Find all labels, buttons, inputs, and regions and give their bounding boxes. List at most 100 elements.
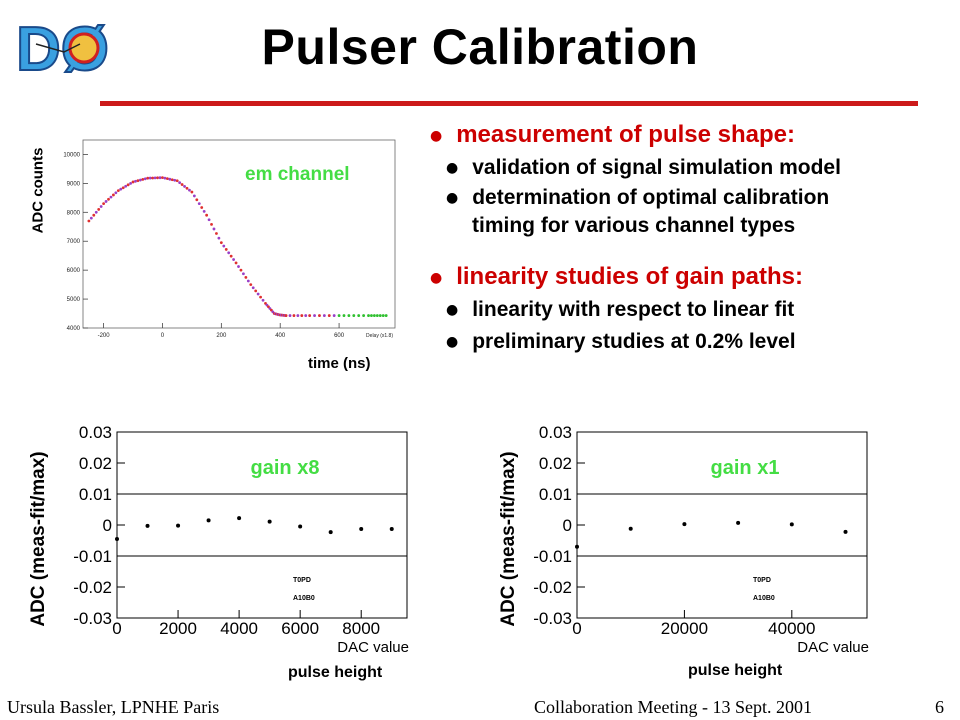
lin-ytick-label: -0.01: [73, 547, 112, 566]
lin-data-point: [359, 527, 364, 532]
pulse-data-point: [244, 275, 248, 279]
pulse-data-point: [372, 314, 376, 317]
lin-chart-title: gain x8: [251, 457, 320, 479]
bullet-dot-icon: ●: [446, 334, 459, 351]
pulse-chart-ylabel: ADC counts: [29, 147, 47, 234]
bullet-dot-icon: ●: [430, 269, 443, 286]
gain1-chart: -0.03 -0.02 -0.01 0 0.01 0.02 0.03 0 20000 40000D…: [533, 423, 869, 656]
pulse-data-point: [163, 176, 167, 180]
pulse-data-point: [116, 189, 120, 193]
pulse-ytick-label: 7000: [67, 239, 81, 245]
lin-ytick-label: -0.02: [533, 578, 572, 597]
lin-ytick-label: -0.02: [73, 578, 112, 597]
bullet-dot-icon: ●: [446, 190, 459, 207]
pulse-plot-frame: [82, 139, 396, 329]
pulse-data-point: [178, 181, 182, 185]
pulse-data-point: [183, 185, 186, 188]
pulse-axis-title: Delay (x1.8): [366, 333, 393, 339]
pulse-data-point: [158, 176, 162, 180]
lin-ytick-label: 0: [103, 516, 112, 535]
gain8-chart-ylabel: ADC (meas-fit/max): [28, 451, 49, 627]
pulse-ytick-label: 9000: [67, 181, 81, 187]
pulse-data-point: [197, 202, 201, 206]
gain8-chart-caption: pulse height: [288, 664, 383, 681]
pulse-data-point: [190, 190, 194, 194]
pulse-data-point: [138, 178, 142, 182]
pulse-data-point: [195, 198, 199, 202]
slide-title: Pulser Calibration: [261, 19, 699, 75]
pulse-data-point: [362, 314, 366, 317]
pulse-data-point: [249, 283, 253, 287]
pulse-data-point: [217, 236, 221, 240]
pulse-data-point: [288, 314, 292, 317]
pulse-data-point: [308, 314, 312, 317]
pulse-data-point: [188, 188, 191, 192]
pulse-data-point: [318, 314, 321, 317]
pulse-data-point: [222, 244, 226, 248]
pulse-data-point: [161, 176, 164, 179]
pulse-data-point: [239, 268, 243, 272]
pulse-data-point: [296, 314, 300, 317]
pulse-data-point: [129, 181, 132, 185]
lin-data-point: [736, 520, 741, 525]
lin-tag-label: T0PD: [293, 577, 311, 584]
lin-data-point: [298, 524, 303, 529]
pulse-data-point: [89, 216, 93, 220]
lin-data-point: [389, 527, 394, 532]
lin-data-point: [115, 536, 119, 541]
sub-bullet-text: validation of signal simulation model: [472, 156, 841, 179]
pulse-xtick-label: -200: [98, 333, 111, 339]
bullet-text: measurement of pulse shape:: [456, 121, 795, 148]
pulse-data-point: [347, 314, 351, 317]
pulse-data-point: [146, 176, 150, 180]
lin-data-point: [328, 530, 333, 535]
pulse-data-point: [173, 178, 177, 182]
pulse-data-point: [254, 289, 258, 293]
pulse-data-point: [104, 200, 108, 203]
title-underline: [100, 101, 918, 106]
footer-page-number: 6: [935, 697, 944, 717]
pulse-data-point: [124, 184, 128, 188]
pulse-data-point: [284, 314, 288, 317]
pulse-data-point: [332, 314, 336, 317]
lin-xtick-label: 0: [572, 619, 581, 638]
lin-ytick-label: -0.03: [533, 609, 572, 628]
pulse-data-point: [246, 279, 250, 283]
bullet-linearity: ● linearity studies of gain paths:: [430, 263, 803, 291]
bullet-pulse-shape: ● measurement of pulse shape:: [430, 121, 795, 149]
lin-ytick-label: 0.01: [79, 485, 112, 504]
lin-tag-label: A10B0: [293, 595, 315, 602]
pulse-data-point: [237, 265, 240, 268]
sub-bullet: ● validation of signal simulation model: [446, 156, 841, 180]
pulse-data-point: [322, 314, 326, 317]
lin-data-point: [206, 518, 211, 523]
lin-ytick-label: 0.03: [79, 423, 112, 442]
pulse-data-point: [175, 179, 179, 183]
lin-xtick-label: 0: [112, 619, 121, 638]
lin-chart-title: gain x1: [711, 457, 780, 479]
bullet-text: linearity studies of gain paths:: [456, 263, 803, 290]
lin-ytick-label: -0.03: [73, 609, 112, 628]
bullet-dot-icon: ●: [430, 127, 443, 144]
pulse-data-point: [156, 176, 159, 180]
pulse-data-point: [232, 258, 236, 261]
lin-data-point: [237, 516, 242, 521]
pulse-data-point: [207, 218, 211, 222]
pulse-data-point: [251, 286, 255, 290]
pulse-data-point: [141, 178, 145, 181]
footer-meeting: Collaboration Meeting - 13 Sept. 2001: [534, 697, 812, 717]
pulse-chart-xlabel: time (ns): [308, 355, 371, 372]
lin-data-point: [628, 526, 633, 531]
pulse-data-point: [384, 314, 388, 317]
pulse-ytick-label: 6000: [67, 268, 81, 274]
pulse-data-point: [300, 314, 304, 317]
pulse-shape-chart: 4000 5000 6000 7000 8000 9000 10000 -200 0 200 400…: [63, 139, 396, 339]
pulse-data-point: [205, 213, 209, 217]
logo-tracks-icon: [35, 43, 81, 53]
sub-bullet: ● preliminary studies at 0.2% level: [446, 330, 796, 354]
sub-bullet: ● linearity with respect to linear fit: [446, 298, 794, 322]
d0-logo: DØ: [15, 14, 110, 78]
lin-xtick-label: 20000: [661, 619, 708, 638]
sub-bullet-text: determination of optimal calibration: [472, 186, 830, 209]
pulse-data-point: [109, 195, 113, 199]
